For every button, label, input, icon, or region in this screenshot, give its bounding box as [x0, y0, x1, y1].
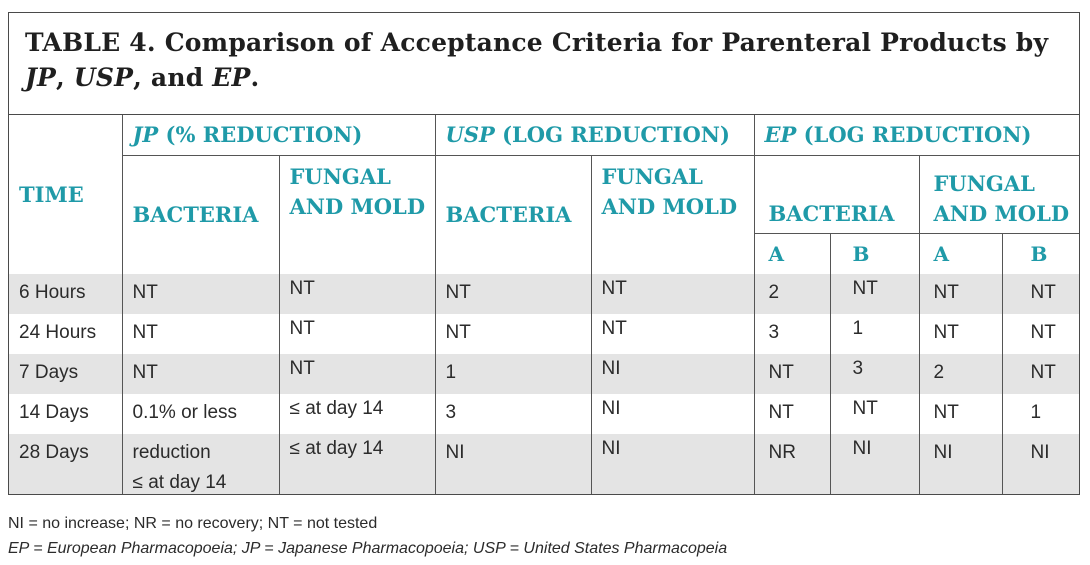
table-row: 6 Hours NT NT NT NT 2 NT NT NT: [9, 274, 1079, 314]
cell-ep-fungal-a: NT: [918, 394, 1003, 434]
cell-usp-bacteria: NT: [434, 314, 592, 354]
cell-jp-bacteria: NT: [121, 274, 279, 314]
cell-usp-bacteria: 1: [434, 354, 592, 394]
header-time: TIME: [19, 181, 84, 207]
cell-ep-fungal-a: NT: [918, 274, 1003, 314]
table-frame: TABLE 4. Comparison of Acceptance Criter…: [8, 12, 1080, 495]
cell-jp-bacteria: NT: [121, 314, 279, 354]
cell-usp-bacteria: NT: [434, 274, 592, 314]
title-ep: EP: [212, 63, 251, 92]
cell-time: 24 Hours: [19, 322, 97, 343]
cell-jp-bacteria: NT: [121, 354, 279, 394]
footnote-abbreviations: NI = no increase; NR = no recovery; NT =…: [8, 515, 378, 532]
footnote-pharmacopoeias: EP = European Pharmacopoeia; JP = Japane…: [8, 540, 728, 557]
header-ep-bacteria-a: A: [753, 233, 831, 274]
cell-ep-bacteria-b: NT: [829, 394, 920, 434]
cell-ep-bacteria-b: NT: [829, 274, 920, 314]
cell-jp-fungal: NT: [278, 314, 436, 354]
header-ep-bacteria: BACTERIA: [753, 155, 920, 234]
cell-usp-fungal: NI: [590, 394, 755, 434]
title-usp: USP: [73, 63, 134, 92]
header-usp-bacteria: BACTERIA: [434, 155, 592, 274]
cell-time: 7 Days: [9, 354, 122, 394]
cell-ep-fungal-b: NT: [1001, 274, 1079, 314]
cell-ep-bacteria-b: 1: [829, 314, 920, 354]
header-ep-fungal-a: A: [918, 233, 1003, 274]
cell-ep-bacteria-a: NR: [753, 434, 831, 494]
cell-ep-bacteria-b: NI: [829, 434, 920, 494]
cell-ep-fungal-b: NT: [1001, 314, 1079, 354]
cell-usp-fungal: NT: [590, 274, 755, 314]
criteria-table: TIME JP (% REDUCTION) USP (LOG REDUCTION…: [9, 115, 1079, 494]
table-row: 14 Days 0.1% or less ≤ at day 14 3 NI NT…: [9, 394, 1079, 434]
cell-usp-fungal: NT: [590, 314, 755, 354]
cell-jp-bacteria: 0.1% or less: [121, 394, 279, 434]
cell-jp-fungal: ≤ at day 14: [278, 434, 436, 494]
header-usp-group: USP (LOG REDUCTION): [434, 115, 755, 156]
cell-ep-fungal-a: NI: [918, 434, 1003, 494]
header-ep-fungal-b: B: [1001, 233, 1079, 274]
cell-usp-bacteria: NI: [434, 434, 592, 494]
cell-ep-bacteria-a: 3: [753, 314, 831, 354]
table-row: 28 Days reduction ≤ at day 14 ≤ at day 14…: [9, 434, 1079, 494]
cell-time: 14 Days: [19, 402, 89, 423]
header-ep-bacteria-b: B: [829, 233, 920, 274]
cell-ep-fungal-a: NT: [918, 314, 1003, 354]
cell-ep-fungal-b: NT: [1001, 354, 1079, 394]
cell-ep-bacteria-a: NT: [753, 394, 831, 434]
cell-time: 28 Days: [9, 434, 122, 494]
cell-usp-fungal: NI: [590, 354, 755, 394]
table-row: 24 Hours NT NT NT NT 3 1 NT NT: [9, 314, 1079, 354]
table-title: TABLE 4. Comparison of Acceptance Criter…: [25, 25, 1065, 95]
cell-jp-fungal: ≤ at day 14: [278, 394, 436, 434]
header-jp-bacteria: BACTERIA: [121, 155, 279, 274]
title-suffix: .: [250, 63, 260, 92]
cell-ep-bacteria-a: 2: [753, 274, 831, 314]
cell-usp-fungal: NI: [590, 434, 755, 494]
title-sep-2: , and: [133, 63, 213, 92]
title-prefix: TABLE 4. Comparison of Acceptance Criter…: [25, 28, 1049, 57]
header-jp-fungal: FUNGAL AND MOLD: [278, 155, 436, 274]
title-jp: JP: [25, 63, 57, 92]
header-ep-fungal: FUNGAL AND MOLD: [918, 155, 1079, 234]
title-divider: [9, 114, 1079, 115]
cell-ep-fungal-a: 2: [918, 354, 1003, 394]
title-sep-1: ,: [56, 63, 74, 92]
table-row: 7 Days NT NT 1 NI NT 3 2 NT: [9, 354, 1079, 394]
cell-ep-bacteria-a: NT: [753, 354, 831, 394]
cell-jp-bacteria: reduction ≤ at day 14: [121, 434, 279, 494]
header-usp-fungal: FUNGAL AND MOLD: [590, 155, 755, 274]
cell-jp-fungal: NT: [278, 354, 436, 394]
cell-ep-fungal-b: NI: [1001, 434, 1079, 494]
cell-time: 6 Hours: [9, 274, 122, 314]
cell-jp-fungal: NT: [278, 274, 436, 314]
cell-ep-fungal-b: 1: [1001, 394, 1079, 434]
cell-ep-bacteria-b: 3: [829, 354, 920, 394]
header-jp-group: JP (% REDUCTION): [121, 115, 436, 156]
cell-usp-bacteria: 3: [434, 394, 592, 434]
header-ep-group: EP (LOG REDUCTION): [753, 115, 1079, 156]
